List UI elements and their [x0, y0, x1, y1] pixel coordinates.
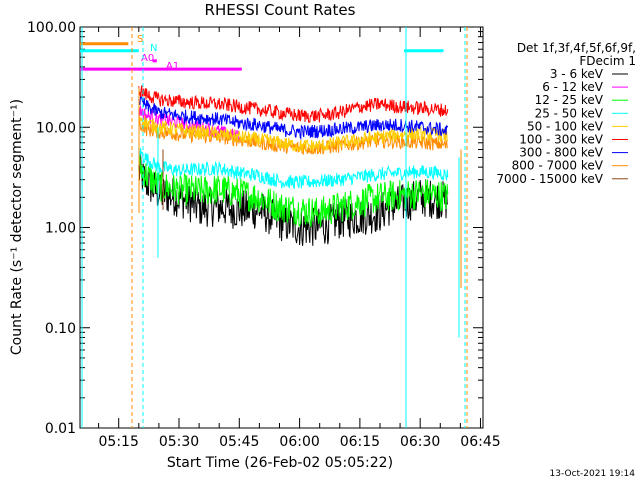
vertical-markers: [81, 27, 468, 428]
x-tick-label: 05:45: [219, 434, 259, 450]
annotation-label-N: N: [150, 43, 157, 54]
legend-label: 100 - 300 keV: [519, 133, 603, 147]
x-tick-label: 06:45: [460, 434, 500, 450]
series-line-300-800-keV: [138, 93, 449, 141]
legend: Det 1f,3f,4f,5f,6f,9f,FDecim 13 - 6 keV6…: [496, 41, 636, 186]
y-tick-label: 0.01: [45, 421, 76, 437]
series-line-25-50-keV: [138, 147, 449, 189]
y-axis-label: Count Rate (s⁻¹ detector segment⁻¹): [9, 99, 25, 355]
footer-date: 13-Oct-2021 19:14: [550, 469, 636, 479]
series-group: [138, 85, 449, 246]
annotation-label-A0: A0: [141, 53, 154, 64]
x-axis-label: Start Time (26-Feb-02 05:05:22): [167, 455, 393, 471]
chart-title: RHESSI Count Rates: [205, 1, 356, 19]
legend-label: 6 - 12 keV: [542, 80, 604, 94]
axis-ticks: 0.01 0.10 1.00 10.00 100.00 05:15 05:30 05:45 06…: [27, 20, 501, 450]
legend-label: 3 - 6 keV: [550, 67, 604, 81]
x-tick-label: 05:30: [159, 434, 199, 450]
series-line-12-25-keV: [138, 153, 449, 228]
legend-label: 300 - 800 keV: [519, 146, 603, 160]
y-tick-label: 10.00: [36, 120, 76, 136]
legend-label: 7000 - 15000 keV: [496, 172, 603, 186]
y-tick-label: 0.10: [45, 321, 76, 337]
y-tick-label: 1.00: [45, 221, 76, 237]
legend-label: 12 - 25 keV: [535, 93, 604, 107]
legend-header: FDecim 1: [579, 54, 636, 68]
legend-label: 25 - 50 keV: [535, 106, 604, 120]
annotation-label-S: S: [137, 34, 143, 45]
annotation-label-A1: A1: [166, 61, 179, 72]
x-tick-label: 06:15: [340, 434, 380, 450]
x-tick-label: 06:30: [400, 434, 440, 450]
y-tick-label: 100.00: [27, 20, 76, 36]
series-line-50-100-keV: [138, 110, 449, 153]
legend-label: 800 - 7000 keV: [512, 159, 604, 173]
legend-header: Det 1f,3f,4f,5f,6f,9f,: [517, 41, 636, 55]
series-line-3-6-keV: [138, 154, 449, 246]
x-tick-label: 06:00: [279, 434, 319, 450]
series-line-100-300-keV: [138, 85, 449, 123]
legend-label: 50 - 100 keV: [527, 119, 604, 133]
x-tick-label: 05:15: [99, 434, 139, 450]
